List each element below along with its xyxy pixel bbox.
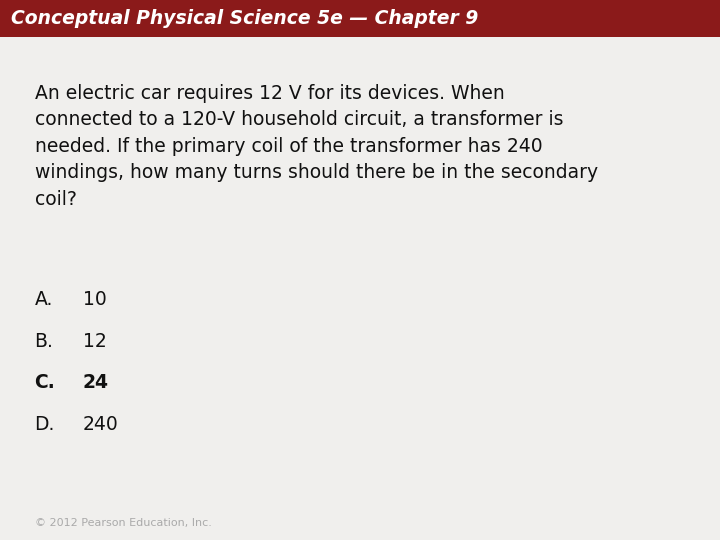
Text: B.: B. — [35, 332, 53, 351]
Text: An electric car requires 12 V for its devices. When
connected to a 120-V househo: An electric car requires 12 V for its de… — [35, 84, 598, 208]
Bar — [0, 0, 720, 37]
Text: © 2012 Pearson Education, Inc.: © 2012 Pearson Education, Inc. — [35, 518, 212, 528]
Text: 12: 12 — [83, 332, 107, 351]
Text: Conceptual Physical Science 5e — Chapter 9: Conceptual Physical Science 5e — Chapter… — [11, 9, 478, 28]
Text: C.: C. — [35, 373, 55, 393]
Text: A.: A. — [35, 290, 53, 309]
Text: 24: 24 — [83, 373, 109, 393]
Text: 240: 240 — [83, 415, 119, 434]
Text: 10: 10 — [83, 290, 107, 309]
Text: D.: D. — [35, 415, 55, 434]
